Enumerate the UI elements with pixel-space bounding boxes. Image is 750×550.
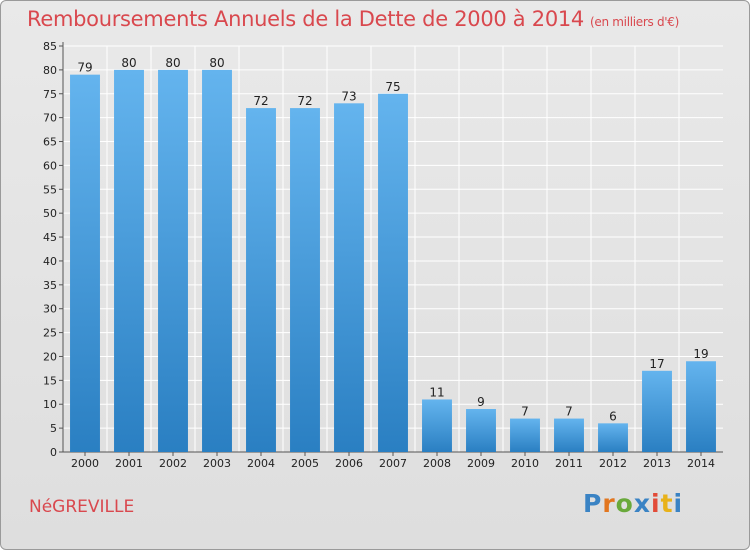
x-tick-label: 2008 xyxy=(423,457,451,470)
y-tick-label: 55 xyxy=(43,183,57,196)
logo-letter: x xyxy=(633,489,651,518)
y-tick-label: 40 xyxy=(43,255,57,268)
bar xyxy=(554,418,584,452)
y-tick-label: 25 xyxy=(43,327,57,340)
bar-value-label: 17 xyxy=(649,357,664,371)
x-tick-label: 2001 xyxy=(115,457,143,470)
bar xyxy=(158,69,188,452)
y-tick-label: 80 xyxy=(43,64,57,77)
bar xyxy=(70,74,100,453)
x-tick-label: 2013 xyxy=(643,457,671,470)
y-tick-label: 75 xyxy=(43,88,57,101)
bar-value-label: 80 xyxy=(121,56,136,70)
bar xyxy=(422,399,452,452)
bar-value-label: 9 xyxy=(477,395,485,409)
bar-value-label: 72 xyxy=(297,94,312,108)
y-tick-label: 30 xyxy=(43,303,57,316)
bar xyxy=(334,103,364,452)
bar xyxy=(246,108,276,452)
x-tick-label: 2003 xyxy=(203,457,231,470)
y-tick-label: 60 xyxy=(43,159,57,172)
y-tick-label: 45 xyxy=(43,231,57,244)
bar-value-label: 11 xyxy=(429,385,444,399)
chart-unit: (en milliers d'€) xyxy=(590,15,680,29)
bar xyxy=(290,108,320,452)
y-tick-label: 15 xyxy=(43,374,57,387)
y-tick-label: 85 xyxy=(43,40,57,53)
x-tick-label: 2009 xyxy=(467,457,495,470)
y-tick-label: 10 xyxy=(43,398,57,411)
logo-letter: t xyxy=(660,489,674,518)
y-tick-label: 20 xyxy=(43,350,57,363)
bar-value-label: 79 xyxy=(77,61,92,75)
bar xyxy=(114,69,144,452)
bar-value-label: 75 xyxy=(385,80,400,94)
x-tick-label: 2000 xyxy=(71,457,99,470)
y-tick-label: 5 xyxy=(50,422,57,435)
value-labels: 79 80 80 80 72 72 73 75 11 9 7 7 6 17 19 xyxy=(77,56,708,423)
logo-letter: o xyxy=(615,489,634,518)
y-tick-label: 0 xyxy=(50,446,57,459)
logo-letter: i xyxy=(651,489,661,518)
bar xyxy=(466,409,496,452)
bar-value-label: 80 xyxy=(209,56,224,70)
bar xyxy=(642,370,672,452)
bar-value-label: 73 xyxy=(341,89,356,103)
bar xyxy=(598,423,628,452)
chart-title: Remboursements Annuels de la Dette de 20… xyxy=(27,7,679,31)
y-tick-label: 65 xyxy=(43,136,57,149)
bar-value-label: 6 xyxy=(609,409,617,423)
x-tick-label: 2005 xyxy=(291,457,319,470)
y-tick-label: 35 xyxy=(43,279,57,292)
x-tick-label: 2010 xyxy=(511,457,539,470)
bar-value-label: 19 xyxy=(693,347,708,361)
proxiti-logo[interactable]: Proxiti xyxy=(583,489,683,518)
chart-title-text: Remboursements Annuels de la Dette de 20… xyxy=(27,7,584,31)
place-name: NéGREVILLE xyxy=(29,497,135,517)
bar xyxy=(510,418,540,452)
bar xyxy=(686,361,716,452)
y-tick-label: 70 xyxy=(43,112,57,125)
bar-value-label: 80 xyxy=(165,56,180,70)
x-tick-label: 2011 xyxy=(555,457,583,470)
x-tick-label: 2004 xyxy=(247,457,275,470)
logo-letter: P xyxy=(583,489,603,518)
x-tick-label: 2006 xyxy=(335,457,363,470)
logo-letter: r xyxy=(602,489,616,518)
logo-letter: i xyxy=(673,489,684,518)
bar xyxy=(202,69,232,452)
x-tick-label: 2012 xyxy=(599,457,627,470)
bar xyxy=(378,93,408,452)
bar-value-label: 7 xyxy=(565,405,573,419)
y-tick-label: 50 xyxy=(43,207,57,220)
bar-value-label: 72 xyxy=(253,94,268,108)
x-tick-label: 2014 xyxy=(687,457,715,470)
x-tick-label: 2002 xyxy=(159,457,187,470)
bars xyxy=(70,69,716,453)
bar-value-label: 7 xyxy=(521,405,529,419)
x-tick-label: 2007 xyxy=(379,457,407,470)
